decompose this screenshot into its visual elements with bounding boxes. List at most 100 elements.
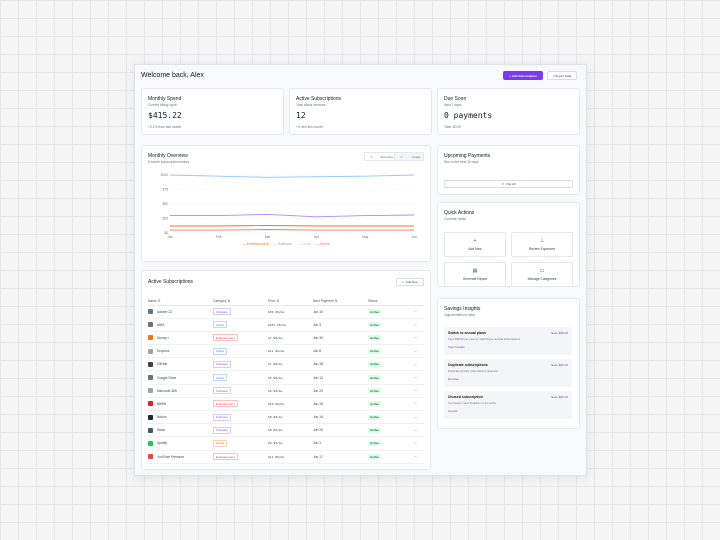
status-badge: Active — [368, 401, 382, 407]
cancel-link[interactable]: Cancel — [448, 409, 458, 413]
insight-unused: Unused subscription Save $99.00 You have… — [444, 391, 572, 419]
insight-saving: Save $99.00 — [551, 395, 568, 399]
insight-title: Duplicate subscriptions — [448, 363, 488, 367]
spending-chart: $0 $25 $50 $75 $100 Jan Feb Mar Apr May Jun — [161, 173, 417, 239]
more-actions-icon[interactable]: ⋯ — [406, 357, 425, 372]
column-header[interactable]: Name ⇅ — [148, 298, 213, 306]
table-row[interactable]: Dropbox Cloud $11.99/mo Jun 8 Active ⋯ — [148, 344, 425, 359]
more-actions-icon[interactable]: ⋯ — [406, 331, 425, 346]
more-actions-icon[interactable]: ⋯ — [406, 436, 425, 451]
table-row[interactable]: YouTube Premium Entertainment $11.99/mo … — [148, 450, 425, 464]
table-row[interactable]: Microsoft 365 Software $6.99/mo Jun 22 A… — [148, 384, 425, 398]
usage-label: Usage — [411, 154, 421, 159]
add-new-button[interactable]: + Add New — [396, 278, 424, 286]
activity-icon: ∿ — [400, 154, 403, 159]
cell-category: Software — [213, 357, 268, 372]
stat-card-active-subscriptions: Active Subscriptions Total active servic… — [289, 88, 432, 135]
table-row[interactable]: Netflix Entertainment $19.99/mo Jun 15 A… — [148, 397, 425, 412]
quick-action-add-new[interactable]: + Add New — [444, 232, 506, 257]
category-badge: Entertainment — [213, 453, 238, 461]
more-actions-icon[interactable]: ⋯ — [406, 423, 425, 438]
service-logo-icon — [148, 348, 153, 354]
more-actions-icon[interactable]: ⋯ — [406, 318, 425, 332]
more-actions-icon[interactable]: ⋯ — [406, 344, 425, 359]
sort-icon[interactable]: ⇅ — [275, 299, 280, 304]
overview-subtitle: 6-month subscription history — [148, 160, 190, 164]
insight-duplicate: Duplicate subscriptions Save $99.00 Dupl… — [444, 359, 572, 387]
export-data-button[interactable]: ▯ Export Data — [547, 71, 577, 80]
cell-name: Dropbox — [148, 344, 213, 359]
insight-description: Save $58.00 per year by switching to ann… — [448, 337, 521, 341]
export-data-label: Export Data — [555, 73, 572, 78]
cell-name: Google Drive — [148, 370, 213, 385]
quick-actions-card: Quick Actions Common tasks + Add New ⊥ R… — [437, 202, 580, 287]
y-tick-label: $100 — [161, 173, 169, 177]
add-subscription-label: Add Subscription — [511, 73, 537, 78]
series-line-media — [170, 229, 414, 231]
table-row[interactable]: Adobe CC Software $52.99/mo Jun 10 Activ… — [148, 305, 425, 319]
cell-status: Active — [368, 397, 406, 412]
more-actions-icon[interactable]: ⋯ — [406, 384, 425, 398]
usage-toggle[interactable]: ∿ Usage — [395, 153, 424, 160]
service-name: Notion — [157, 415, 167, 420]
sort-icon[interactable]: ⇅ — [333, 299, 338, 304]
cell-next-payment: Jun 20 — [313, 423, 368, 438]
table-row[interactable]: Slack Software $8.00/mo Jun 20 Active ⋯ — [148, 423, 425, 438]
stat-subtitle: Total active services — [296, 103, 326, 107]
service-name: Google Drive — [157, 375, 177, 380]
more-actions-icon[interactable]: ⋯ — [406, 397, 425, 412]
cell-next-payment: Jun 18 — [313, 357, 368, 372]
table-row[interactable]: Notion Software $8.00/mo Jun 14 Active ⋯ — [148, 410, 425, 425]
cell-status: Active — [368, 305, 406, 319]
plus-icon: + — [402, 280, 404, 284]
table-row[interactable]: Disney+ Entertainment $7.99/mo Jun 30 Ac… — [148, 331, 425, 346]
spending-toggle[interactable]: ⊫ Spending — [365, 153, 395, 160]
cell-name: Notion — [148, 410, 213, 425]
actions-header — [406, 298, 425, 306]
add-subscription-button[interactable]: + Add Subscription — [503, 71, 543, 80]
service-name: GitHub — [157, 362, 168, 367]
table-row[interactable]: Spotify Media $9.99/mo Jun 1 Active ⋯ — [148, 436, 425, 451]
y-tick-label: $75 — [162, 188, 168, 192]
cell-category: Entertainment — [213, 450, 268, 464]
service-logo-icon — [148, 401, 153, 407]
cell-name: Adobe CC — [148, 305, 213, 319]
pay-all-button[interactable]: ▭ Pay All — [444, 180, 573, 188]
table-row[interactable]: Google Drive Cloud $5.99/mo Jun 12 Activ… — [148, 370, 425, 385]
table-header-row: Name ⇅ Category ⇅ Price ⇅ Next Payment ⇅ Sta… — [148, 298, 425, 306]
sort-icon[interactable]: ⇅ — [226, 299, 231, 304]
overview-title: Monthly Overview — [148, 153, 188, 159]
quick-action-manage-categories[interactable]: ▭ Manage Categories — [511, 262, 573, 287]
column-header[interactable]: Category ⇅ — [213, 298, 268, 306]
cell-category: Software — [213, 384, 268, 398]
column-header[interactable]: Status — [368, 298, 406, 306]
table-row[interactable]: GitHub Software $7.00/mo Jun 18 Active ⋯ — [148, 357, 425, 372]
legend-swatch-icon: — — [273, 242, 278, 246]
table-row[interactable]: AWS Cloud $257.36/mo Jun 3 Active ⋯ — [148, 318, 425, 332]
subscriptions-table: Name ⇅ Category ⇅ Price ⇅ Next Payment ⇅ Sta… — [148, 298, 425, 464]
more-actions-icon[interactable]: ⋯ — [406, 450, 425, 464]
add-new-label: Add New — [405, 280, 418, 284]
view-details-link[interactable]: View Details — [448, 345, 465, 349]
more-actions-icon[interactable]: ⋯ — [406, 410, 425, 425]
quick-action-generate-report[interactable]: ▤ Generate Report — [444, 262, 506, 287]
sort-icon[interactable]: ⇅ — [156, 299, 161, 304]
service-name: Slack — [157, 428, 166, 433]
series-line-cloud — [169, 174, 415, 178]
quick-action-label: Generate Report — [462, 276, 488, 281]
resolve-link[interactable]: Resolve — [448, 377, 459, 381]
welcome-title: Welcome back, Alex — [141, 72, 204, 79]
service-logo-icon — [148, 414, 153, 420]
more-actions-icon[interactable]: ⋯ — [406, 370, 425, 385]
quick-action-review-expenses[interactable]: ⊥ Review Expenses — [511, 232, 573, 257]
more-actions-icon[interactable]: ⋯ — [406, 305, 425, 319]
column-header[interactable]: Price ⇅ — [268, 298, 313, 306]
y-tick-label: $0 — [164, 231, 168, 235]
column-header[interactable]: Next Payment ⇅ — [313, 298, 368, 306]
active-subscriptions-title: Active Subscriptions — [148, 279, 194, 285]
cell-price: $5.99/mo — [268, 370, 313, 385]
service-logo-icon — [148, 309, 153, 315]
column-header-label: Status — [368, 299, 378, 304]
cell-name: Microsoft 365 — [148, 384, 213, 398]
cell-name: Netflix — [148, 397, 213, 412]
